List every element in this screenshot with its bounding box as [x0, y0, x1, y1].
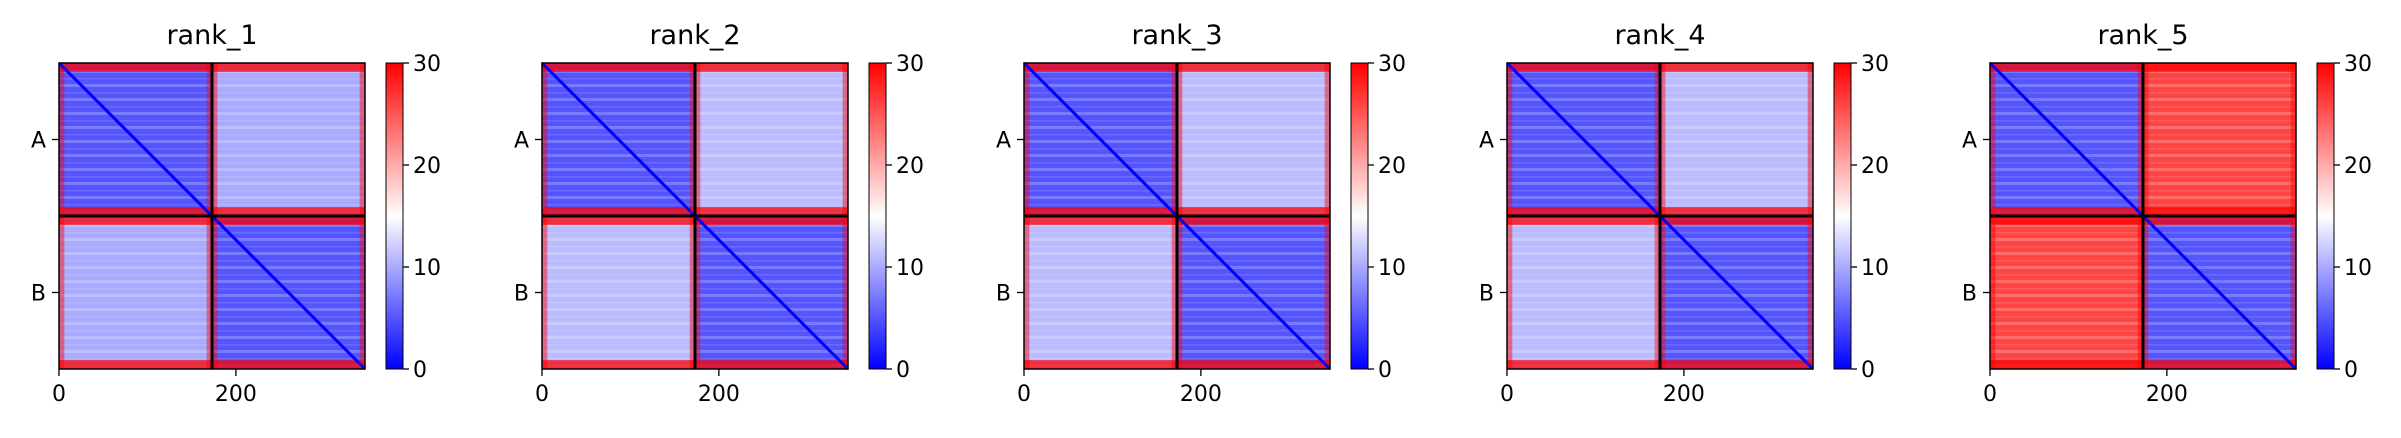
colorbar-tick-label: 30	[1861, 52, 1889, 77]
colorbar-tick-label: 20	[896, 154, 924, 179]
inter-chain-block-ba-texture	[59, 216, 212, 369]
colorbar-gradient	[2316, 62, 2335, 370]
colorbar-gradient	[868, 62, 887, 370]
colorbar-tick-label: 30	[413, 52, 441, 77]
chain-label-a: A	[1479, 129, 1494, 154]
inter-chain-block-ab-texture	[1177, 63, 1330, 216]
panel-title: rank_3	[1131, 20, 1222, 51]
plot-frame	[1506, 62, 1814, 370]
panel-title: rank_4	[1614, 20, 1705, 51]
inter-chain-block-ab-texture	[695, 63, 848, 216]
heatmap	[1505, 61, 1815, 371]
colorbar-tick-label: 0	[2344, 358, 2358, 383]
heatmap	[57, 61, 367, 371]
colorbar-gradient	[1833, 62, 1852, 370]
x-tick-label: 0	[535, 382, 549, 407]
colorbar: 0 10 20 30	[2316, 52, 2372, 383]
colorbar: 0 10 20 30	[1833, 52, 1889, 383]
colorbar: 0 10 20 30	[385, 52, 441, 383]
x-tick-label: 0	[1500, 382, 1514, 407]
x-tick-label: 0	[1983, 382, 1997, 407]
chain-label-a: A	[996, 129, 1011, 154]
plot-frame	[1023, 62, 1331, 370]
chain-label-b: B	[996, 282, 1011, 307]
colorbar-tick-label: 10	[1861, 256, 1889, 281]
inter-chain-block-ba-texture	[542, 216, 695, 369]
panel-title: rank_1	[166, 20, 257, 51]
inter-chain-block-ab-texture	[212, 63, 365, 216]
inter-chain-block-ab-texture	[1660, 63, 1813, 216]
colorbar-tick-label: 30	[1378, 52, 1406, 77]
chain-label-b: B	[31, 282, 46, 307]
panel-1: rank_1 A B 0 200 0 10 20 30	[31, 20, 441, 407]
plot-frame	[541, 62, 849, 370]
colorbar-tick-label: 10	[896, 256, 924, 281]
heatmap	[1022, 61, 1332, 371]
chain-label-b: B	[514, 282, 529, 307]
chain-label-b: B	[1479, 282, 1494, 307]
chain-label-a: A	[1962, 129, 1977, 154]
heatmap	[1988, 61, 2298, 371]
x-tick-label: 200	[215, 382, 257, 407]
plot-frame	[58, 62, 366, 370]
colorbar-tick-label: 0	[896, 358, 910, 383]
inter-chain-block-ba-texture	[1990, 216, 2143, 369]
chain-label-a: A	[31, 129, 46, 154]
colorbar-tick-label: 0	[1861, 358, 1875, 383]
panel-title: rank_2	[649, 20, 740, 51]
plot-frame	[1989, 62, 2297, 370]
colorbar-gradient	[385, 62, 404, 370]
colorbar-tick-label: 30	[2344, 52, 2372, 77]
x-tick-label: 200	[2146, 382, 2188, 407]
inter-chain-block-ba-texture	[1507, 216, 1660, 369]
colorbar-tick-label: 20	[2344, 154, 2372, 179]
x-tick-label: 200	[1663, 382, 1705, 407]
x-tick-label: 200	[698, 382, 740, 407]
chain-label-b: B	[1962, 282, 1977, 307]
colorbar-tick-label: 10	[413, 256, 441, 281]
colorbar-tick-label: 20	[1378, 154, 1406, 179]
x-tick-label: 0	[52, 382, 66, 407]
colorbar: 0 10 20 30	[1350, 52, 1406, 383]
x-tick-label: 200	[1180, 382, 1222, 407]
x-tick-label: 0	[1017, 382, 1031, 407]
panel-4: rank_4 A B 0 200 0 10 20 30	[1479, 20, 1889, 407]
panel-5: rank_5 A B 0 200 0 10 20 30	[1962, 20, 2372, 407]
colorbar-tick-label: 10	[2344, 256, 2372, 281]
inter-chain-block-ab-texture	[2143, 63, 2296, 216]
colorbar-gradient	[1350, 62, 1369, 370]
colorbar: 0 10 20 30	[868, 52, 924, 383]
panel-3: rank_3 A B 0 200 0 10 20 30	[996, 20, 1406, 407]
inter-chain-block-ba-texture	[1024, 216, 1177, 369]
colorbar-tick-label: 10	[1378, 256, 1406, 281]
colorbar-tick-label: 30	[896, 52, 924, 77]
colorbar-tick-label: 20	[413, 154, 441, 179]
colorbar-tick-label: 0	[1378, 358, 1392, 383]
panel-2: rank_2 A B 0 200 0 10 20 30	[514, 20, 924, 407]
colorbar-tick-label: 0	[413, 358, 427, 383]
colorbar-tick-label: 20	[1861, 154, 1889, 179]
panel-title: rank_5	[2097, 20, 2188, 51]
chain-label-a: A	[514, 129, 529, 154]
heatmap	[540, 61, 850, 371]
